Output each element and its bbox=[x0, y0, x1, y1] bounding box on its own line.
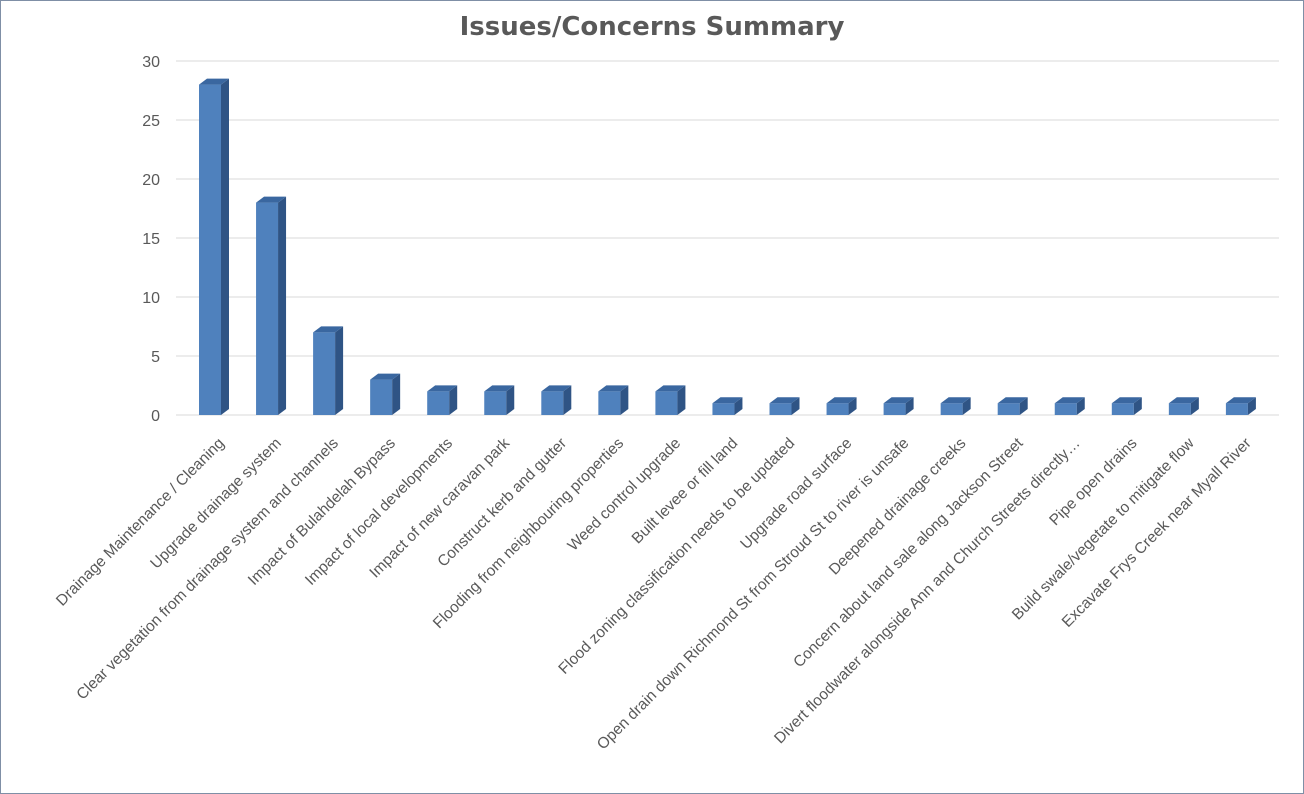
bar bbox=[1225, 397, 1256, 415]
bar bbox=[1168, 397, 1199, 415]
y-tick-label: 15 bbox=[142, 231, 160, 248]
y-tick-label: 5 bbox=[151, 349, 160, 366]
bar bbox=[541, 385, 572, 415]
bar bbox=[940, 397, 971, 415]
bar bbox=[997, 397, 1028, 415]
bar bbox=[769, 397, 800, 415]
y-tick-label: 20 bbox=[142, 172, 160, 189]
y-tick-label: 30 bbox=[142, 54, 160, 71]
bar bbox=[1054, 397, 1085, 415]
bar bbox=[826, 397, 857, 415]
x-category-label: Built levee or fill land bbox=[629, 435, 742, 548]
bar bbox=[1111, 397, 1142, 415]
x-category-label: Upgrade road surface bbox=[737, 435, 855, 553]
bar bbox=[313, 326, 344, 415]
x-category-label: Weed control upgrade bbox=[565, 435, 685, 555]
chart-title: Issues/Concerns Summary bbox=[459, 12, 845, 42]
bar bbox=[256, 196, 287, 415]
bars bbox=[199, 78, 1256, 415]
y-tick-label: 0 bbox=[151, 408, 160, 425]
bar bbox=[712, 397, 743, 415]
x-category-label: Clear vegetation from drainage system an… bbox=[73, 435, 342, 704]
gridlines bbox=[176, 60, 1279, 416]
bar bbox=[655, 385, 686, 415]
bar bbox=[370, 373, 401, 415]
bar bbox=[883, 397, 914, 415]
bar bbox=[199, 78, 229, 415]
bar bbox=[598, 385, 629, 415]
y-axis-ticks: 0 5 10 15 20 25 30 bbox=[142, 54, 160, 425]
y-tick-label: 25 bbox=[142, 113, 160, 130]
bar bbox=[427, 385, 458, 415]
bar bbox=[484, 385, 515, 415]
y-tick-label: 10 bbox=[142, 290, 160, 307]
